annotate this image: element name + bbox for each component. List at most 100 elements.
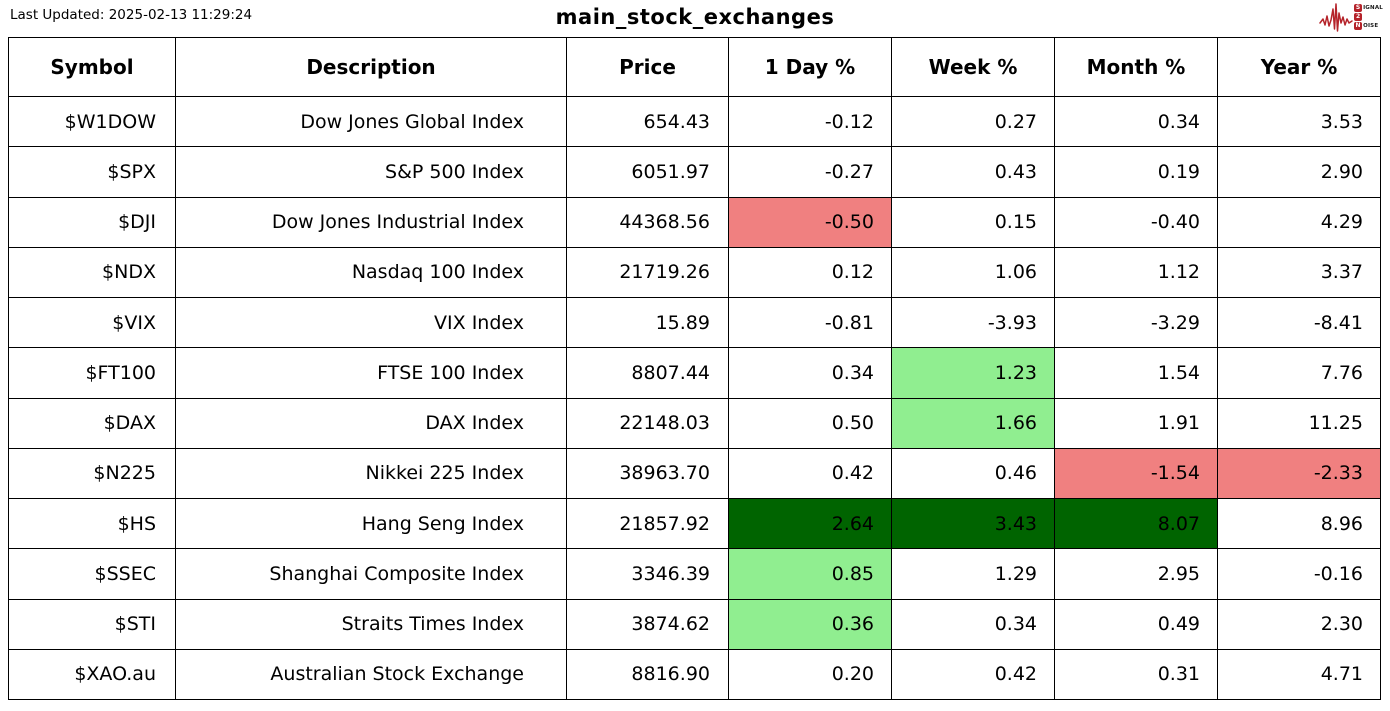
- cell-price: 38963.70: [566, 447, 729, 500]
- cell-symbol: $STI: [8, 598, 176, 650]
- cell-year: 4.29: [1217, 196, 1381, 248]
- cell-symbol: $W1DOW: [8, 95, 176, 148]
- cell-year: 3.53: [1217, 95, 1381, 148]
- cell-month: 2.95: [1054, 548, 1218, 600]
- cell-description: Australian Stock Exchange: [175, 648, 567, 701]
- cell-symbol: $SPX: [8, 146, 176, 198]
- cell-price: 21857.92: [566, 497, 729, 550]
- waveform-icon: [1319, 3, 1353, 32]
- cell-symbol: $DJI: [8, 196, 176, 248]
- logo-rest-oise: OISE: [1363, 23, 1379, 29]
- cell-description: Shanghai Composite Index: [175, 548, 567, 600]
- cell-description: Nikkei 225 Index: [175, 447, 567, 500]
- table-row-n225: $N225 Nikkei 225 Index 38963.70 0.42 0.46 -1.…: [8, 447, 1381, 500]
- table-row-ssec: $SSEC Shanghai Composite Index 3346.39 0.85…: [8, 548, 1381, 600]
- cell-price: 22148.03: [566, 397, 729, 449]
- cell-day: 0.36: [728, 598, 892, 650]
- cell-description: FTSE 100 Index: [175, 347, 567, 399]
- table-row-xaoau: $XAO.au Australian Stock Exchange 8816.90 0…: [8, 648, 1381, 701]
- cell-year: 8.96: [1217, 497, 1381, 550]
- cell-week: 0.34: [891, 598, 1055, 650]
- last-updated-label: Last Updated: 2025-02-13 11:29:24: [10, 7, 253, 23]
- cell-month: 0.34: [1054, 95, 1218, 148]
- cell-price: 3874.62: [566, 598, 729, 650]
- cell-price: 15.89: [566, 296, 729, 349]
- cell-day: 0.34: [728, 347, 892, 399]
- logo-number-2: 2: [1354, 13, 1363, 21]
- cell-day: 0.20: [728, 648, 892, 701]
- cell-year: 7.76: [1217, 347, 1381, 399]
- cell-year: 3.37: [1217, 246, 1381, 299]
- cell-week: 3.43: [891, 497, 1055, 550]
- cell-week: 0.27: [891, 95, 1055, 148]
- cell-year: -0.16: [1217, 548, 1381, 600]
- cell-month: 1.12: [1054, 246, 1218, 299]
- cell-week: 1.66: [891, 397, 1055, 449]
- cell-price: 6051.97: [566, 146, 729, 198]
- column-header-year: Year %: [1217, 37, 1381, 97]
- cell-description: Dow Jones Industrial Index: [175, 196, 567, 248]
- cell-month: -3.29: [1054, 296, 1218, 349]
- cell-symbol: $N225: [8, 447, 176, 500]
- cell-month: 0.19: [1054, 146, 1218, 198]
- cell-price: 44368.56: [566, 196, 729, 248]
- cell-price: 3346.39: [566, 548, 729, 600]
- header-row: Symbol Description Price 1 Day % Week % Month…: [8, 37, 1381, 97]
- cell-week: 1.23: [891, 347, 1055, 399]
- cell-year: 2.90: [1217, 146, 1381, 198]
- logo-line-signal: S IGNAL: [1354, 4, 1383, 12]
- logo-text: S IGNAL 2 N OISE: [1354, 4, 1383, 30]
- cell-day: 0.50: [728, 397, 892, 449]
- cell-month: 1.91: [1054, 397, 1218, 449]
- cell-symbol: $SSEC: [8, 548, 176, 600]
- cell-week: 1.29: [891, 548, 1055, 600]
- cell-symbol: $DAX: [8, 397, 176, 449]
- cell-week: 0.46: [891, 447, 1055, 500]
- table-body: $W1DOW Dow Jones Global Index 654.43 -0.12 0…: [8, 95, 1381, 701]
- cell-year: -8.41: [1217, 296, 1381, 349]
- cell-symbol: $HS: [8, 497, 176, 550]
- cell-day: -0.50: [728, 196, 892, 248]
- logo-line-2: 2: [1354, 13, 1383, 21]
- cell-symbol: $XAO.au: [8, 648, 176, 701]
- cell-description: S&P 500 Index: [175, 146, 567, 198]
- cell-price: 654.43: [566, 95, 729, 148]
- cell-day: -0.81: [728, 296, 892, 349]
- cell-price: 8816.90: [566, 648, 729, 701]
- cell-price: 21719.26: [566, 246, 729, 299]
- stock-exchanges-table: Symbol Description Price 1 Day % Week % Month…: [8, 37, 1381, 701]
- cell-day: -0.12: [728, 95, 892, 148]
- logo-letter-n: N: [1354, 22, 1363, 30]
- cell-month: 0.49: [1054, 598, 1218, 650]
- table-row-hs: $HS Hang Seng Index 21857.92 2.64 3.43 8.07 8.…: [8, 497, 1381, 550]
- column-header-symbol: Symbol: [8, 37, 176, 97]
- cell-day: 0.42: [728, 447, 892, 500]
- cell-month: 1.54: [1054, 347, 1218, 399]
- cell-week: 0.42: [891, 648, 1055, 701]
- column-header-day: 1 Day %: [728, 37, 892, 97]
- table-row-vix: $VIX VIX Index 15.89 -0.81 -3.93 -3.29 -8.41: [8, 296, 1381, 349]
- column-header-month: Month %: [1054, 37, 1218, 97]
- cell-month: 8.07: [1054, 497, 1218, 550]
- cell-week: 0.15: [891, 196, 1055, 248]
- table-header: Symbol Description Price 1 Day % Week % Month…: [8, 37, 1381, 97]
- cell-description: Hang Seng Index: [175, 497, 567, 550]
- logo-letter-s: S: [1354, 4, 1363, 12]
- cell-month: -1.54: [1054, 447, 1218, 500]
- cell-description: VIX Index: [175, 296, 567, 349]
- cell-week: 1.06: [891, 246, 1055, 299]
- cell-symbol: $NDX: [8, 246, 176, 299]
- table-row-dji: $DJI Dow Jones Industrial Index 44368.56 -0…: [8, 196, 1381, 248]
- cell-year: -2.33: [1217, 447, 1381, 500]
- cell-description: Nasdaq 100 Index: [175, 246, 567, 299]
- cell-day: -0.27: [728, 146, 892, 198]
- cell-description: Dow Jones Global Index: [175, 95, 567, 148]
- cell-symbol: $VIX: [8, 296, 176, 349]
- cell-month: -0.40: [1054, 196, 1218, 248]
- cell-month: 0.31: [1054, 648, 1218, 701]
- cell-week: -3.93: [891, 296, 1055, 349]
- table-row-dax: $DAX DAX Index 22148.03 0.50 1.66 1.91 11.25: [8, 397, 1381, 449]
- table-row-w1dow: $W1DOW Dow Jones Global Index 654.43 -0.12 0…: [8, 95, 1381, 148]
- table-row-ft100: $FT100 FTSE 100 Index 8807.44 0.34 1.23 1.54 7…: [8, 347, 1381, 399]
- column-header-price: Price: [566, 37, 729, 97]
